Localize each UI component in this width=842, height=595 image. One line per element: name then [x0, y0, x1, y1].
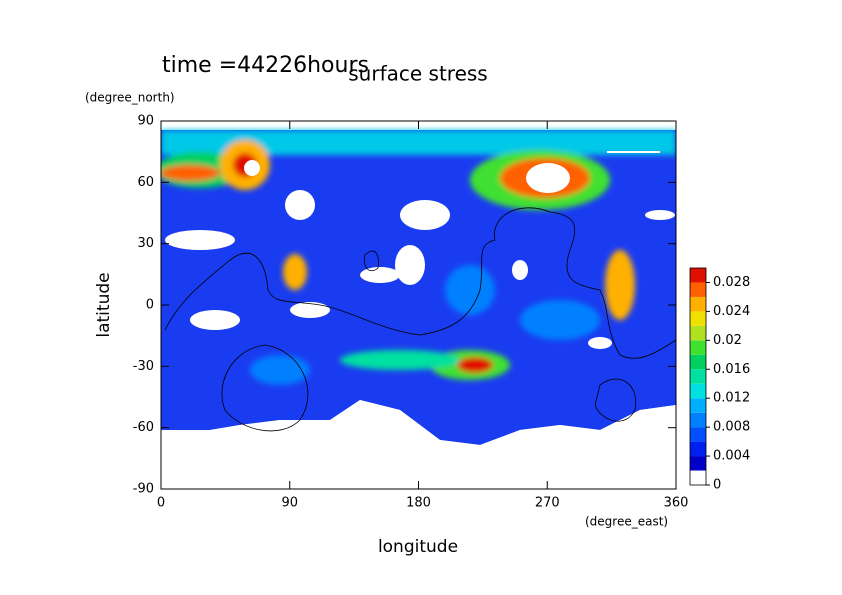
chart-title: surface stress [348, 62, 487, 86]
colorbar-tick-label: 0.028 [713, 275, 750, 290]
time-annotation: time =44226hours [162, 53, 369, 78]
x-tick-label: 270 [535, 496, 560, 511]
colorbar-tick-label: 0.008 [713, 420, 750, 435]
colorbar-segment [690, 369, 706, 384]
contour-field [161, 130, 676, 489]
colorbar-segment [690, 398, 706, 413]
colorbar-segment [690, 427, 706, 442]
colorbar-segment [690, 282, 706, 297]
field-features [161, 130, 676, 385]
colorbar-segment [690, 311, 706, 326]
colorbar-tick-label: 0.016 [713, 362, 750, 377]
colorbar-segment [690, 441, 706, 457]
y-tick-label: 60 [137, 175, 154, 190]
colorbar-tick-label: 0.02 [713, 333, 742, 348]
colorbar-segment [690, 296, 706, 312]
y-tick-label: -90 [133, 482, 154, 497]
field-blank [161, 160, 676, 489]
colorbar-segment [690, 383, 706, 399]
y-tick-label: 0 [146, 298, 154, 313]
colorbar-frame [689, 267, 707, 486]
y-tick-label: 30 [137, 236, 154, 251]
colorbar-segment [690, 470, 706, 485]
colorbar-segment [690, 456, 706, 471]
y-axis-label: latitude [94, 272, 114, 337]
colorbar-segment [690, 325, 706, 341]
y-tick-label: 90 [137, 114, 154, 129]
colorbar-tick-label: 0 [713, 478, 721, 493]
colorbar-tick-label: 0.024 [713, 304, 750, 319]
colorbar-segment [690, 354, 706, 370]
x-axis-label: longitude [378, 537, 458, 557]
x-tick-label: 90 [281, 496, 298, 511]
colorbar-tick-label: 0.004 [713, 449, 750, 464]
x-tick-label: 180 [406, 496, 431, 511]
colorbar-tick-label: 0.012 [713, 391, 750, 406]
x-tick-label: 360 [664, 496, 689, 511]
y-unit: (degree_north) [85, 91, 175, 105]
y-tick-label: -60 [133, 420, 154, 435]
y-tick-label: -30 [133, 359, 154, 374]
coastline [164, 151, 676, 432]
x-tick-label: 0 [157, 496, 165, 511]
colorbar-segment [690, 412, 706, 428]
colorbar-segment [690, 268, 706, 283]
colorbar-segment [690, 340, 706, 355]
x-unit: (degree_east) [585, 515, 668, 529]
